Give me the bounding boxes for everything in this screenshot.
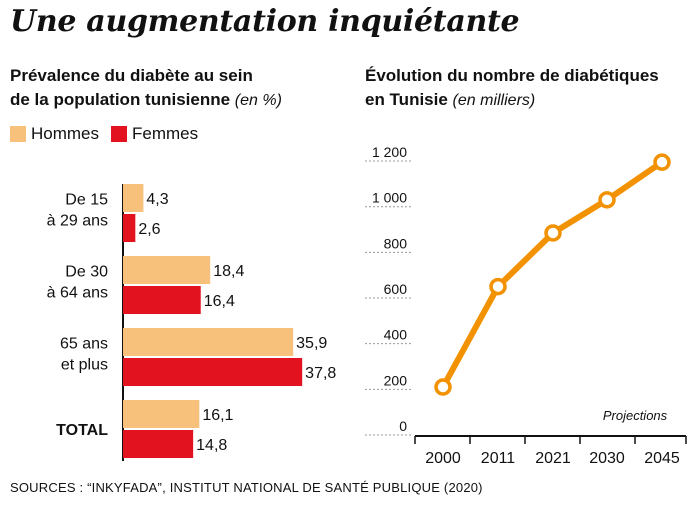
data-point [598, 191, 616, 209]
legend-label-hommes: Hommes [31, 124, 100, 143]
bar-value-label: 35,9 [296, 335, 327, 352]
data-point [489, 277, 507, 296]
projections-annotation: Projections [603, 408, 668, 423]
y-tick-label: 1 200 [372, 144, 407, 160]
bar-femmes [123, 430, 194, 458]
x-tick-label: 2021 [535, 450, 571, 467]
left-chart-unit: (en %) [234, 92, 282, 109]
legend-swatch-femmes [111, 126, 128, 142]
legend-swatch-hommes [10, 126, 26, 142]
legend-item-femmes: Femmes [111, 124, 198, 144]
y-tick-label: 400 [384, 327, 408, 343]
bar-value-label: 37,8 [305, 365, 336, 382]
page-title: Une augmentation inquiétante [10, 4, 520, 39]
bar-legend: Hommes Femmes [10, 124, 210, 144]
x-tick-label: 2030 [589, 450, 625, 467]
series-line [440, 159, 665, 391]
bar-category-label: à 29 ans [47, 213, 108, 230]
bar-value-label: 16,1 [202, 407, 233, 424]
y-tick-label: 800 [384, 235, 408, 251]
x-tick-label: 2011 [481, 450, 516, 467]
right-chart-title-line1: Évolution du nombre de diabétiques [365, 66, 659, 85]
bar-value-label: 18,4 [213, 263, 244, 280]
data-point [434, 378, 452, 396]
left-chart-title-line2: de la population tunisienne [10, 90, 231, 109]
y-tick-label: 600 [384, 281, 408, 297]
bar-hommes [123, 184, 144, 212]
bar-hommes [123, 328, 294, 356]
bar-femmes [123, 286, 201, 314]
bar-category-label: TOTAL [56, 422, 108, 439]
bar-category-label: De 30 [65, 264, 108, 281]
x-tick-label: 2000 [425, 450, 461, 467]
bar-category-label: et plus [61, 357, 108, 374]
left-chart-title-line1: Prévalence du diabète au sein [10, 66, 253, 85]
bar-hommes [123, 400, 200, 428]
y-tick-label: 0 [399, 418, 407, 434]
source-note: SOURCES : “INKYFADA”, INSTITUT NATIONAL … [10, 480, 483, 495]
y-tick-label: 1 000 [372, 190, 407, 206]
y-tick-label: 200 [384, 372, 408, 388]
bar-value-label: 16,4 [204, 293, 235, 310]
left-chart-title: Prévalence du diabète au sein de la popu… [10, 64, 282, 113]
bar-category-label: à 64 ans [47, 285, 108, 302]
bar-value-label: 14,8 [196, 437, 227, 454]
bar-category-label: 65 ans [60, 336, 108, 353]
data-point [653, 153, 671, 171]
bar-femmes [123, 214, 136, 242]
legend-item-hommes: Hommes [10, 124, 99, 144]
legend-label-femmes: Femmes [132, 124, 199, 143]
bar-hommes [123, 256, 211, 284]
bar-value-label: 4,3 [146, 191, 168, 208]
x-tick-label: 2045 [644, 450, 680, 467]
data-point [544, 224, 562, 242]
right-chart-title: Évolution du nombre de diabétiques en Tu… [365, 64, 659, 113]
bar-femmes [123, 358, 303, 386]
bar-category-label: De 15 [65, 192, 108, 209]
right-chart-unit: (en milliers) [452, 92, 536, 109]
bar-value-label: 2,6 [138, 221, 160, 238]
right-chart-title-line2: en Tunisie [365, 90, 448, 109]
